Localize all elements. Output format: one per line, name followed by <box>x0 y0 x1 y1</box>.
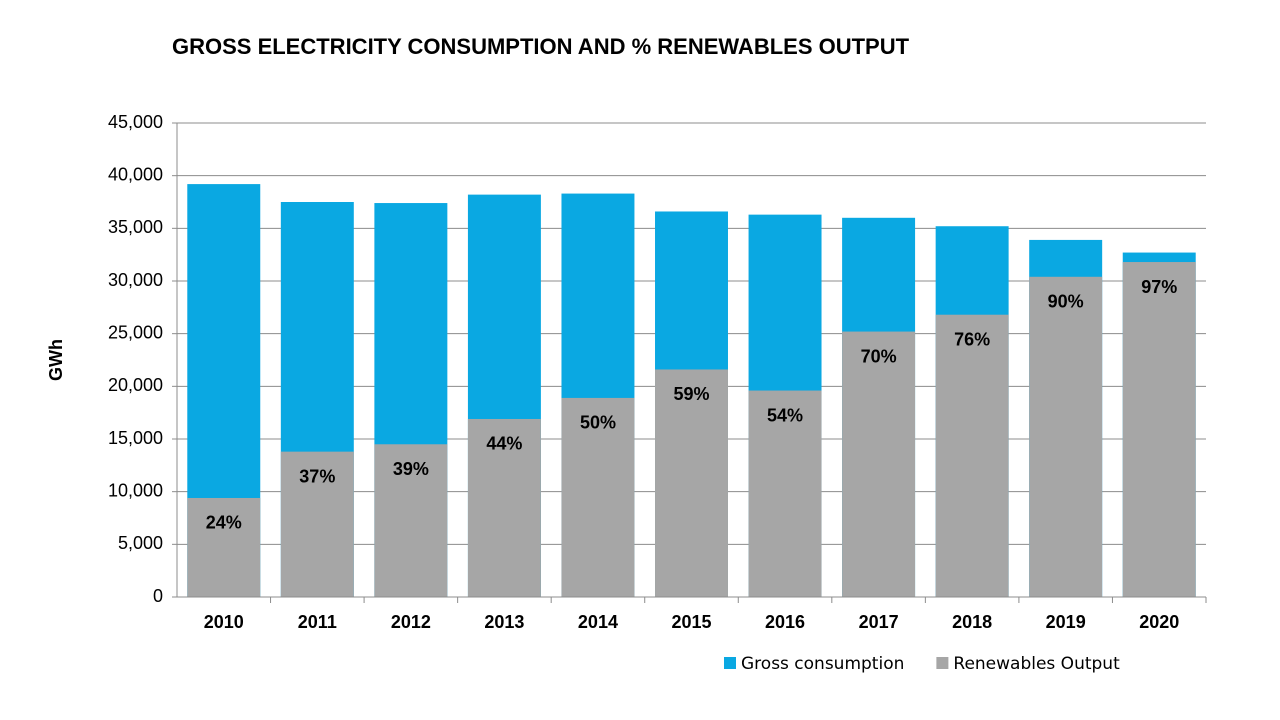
legend-label: Gross consumption <box>741 654 904 674</box>
annotation: 37% <box>299 466 335 486</box>
x-tick-label: 2013 <box>484 612 524 632</box>
bar <box>280 451 354 597</box>
annotation: 90% <box>1048 292 1084 312</box>
y-tick-label: 40,000 <box>108 164 163 184</box>
y-tick-label: 20,000 <box>108 375 163 395</box>
y-tick-label: 25,000 <box>108 322 163 342</box>
annotation: 97% <box>1141 277 1177 297</box>
annotation: 54% <box>767 405 803 425</box>
x-tick-label: 2018 <box>952 612 992 632</box>
y-tick-label: 30,000 <box>108 270 163 290</box>
x-tick-label: 2017 <box>859 612 899 632</box>
bar <box>1029 276 1103 597</box>
x-tick-label: 2020 <box>1139 612 1179 632</box>
bar <box>561 397 635 597</box>
x-tick-label: 2011 <box>298 612 337 632</box>
annotation: 59% <box>673 384 709 404</box>
bar <box>467 418 541 597</box>
bar <box>374 444 448 597</box>
y-tick-label: 45,000 <box>108 112 163 132</box>
annotation: 50% <box>580 413 616 433</box>
annotation: 70% <box>861 346 897 366</box>
bar <box>748 390 822 597</box>
annotation: 44% <box>486 434 522 454</box>
annotation: 39% <box>393 459 429 479</box>
legend-label: Renewables Output <box>953 654 1120 674</box>
annotation: 24% <box>206 513 242 533</box>
chart-title: GROSS ELECTRICITY CONSUMPTION AND % RENE… <box>172 34 910 59</box>
bar <box>935 314 1009 597</box>
x-tick-label: 2016 <box>765 612 805 632</box>
bar <box>187 497 261 597</box>
bar <box>655 369 728 597</box>
y-axis-label: GWh <box>46 339 66 381</box>
legend-swatch <box>936 657 949 669</box>
x-tick-label: 2015 <box>671 612 711 632</box>
y-tick-label: 15,000 <box>108 428 163 448</box>
y-tick-label: 5,000 <box>118 533 163 553</box>
bar <box>1122 262 1196 597</box>
y-tick-label: 10,000 <box>108 480 163 500</box>
x-tick-label: 2019 <box>1046 612 1086 632</box>
y-tick-label: 35,000 <box>108 217 163 237</box>
x-tick-label: 2014 <box>578 612 618 632</box>
annotation: 76% <box>954 329 990 349</box>
x-tick-label: 2012 <box>391 612 431 632</box>
legend-swatch <box>724 657 736 669</box>
y-tick-label: 0 <box>153 586 163 606</box>
bar <box>842 331 916 597</box>
x-tick-label: 2010 <box>204 612 244 632</box>
